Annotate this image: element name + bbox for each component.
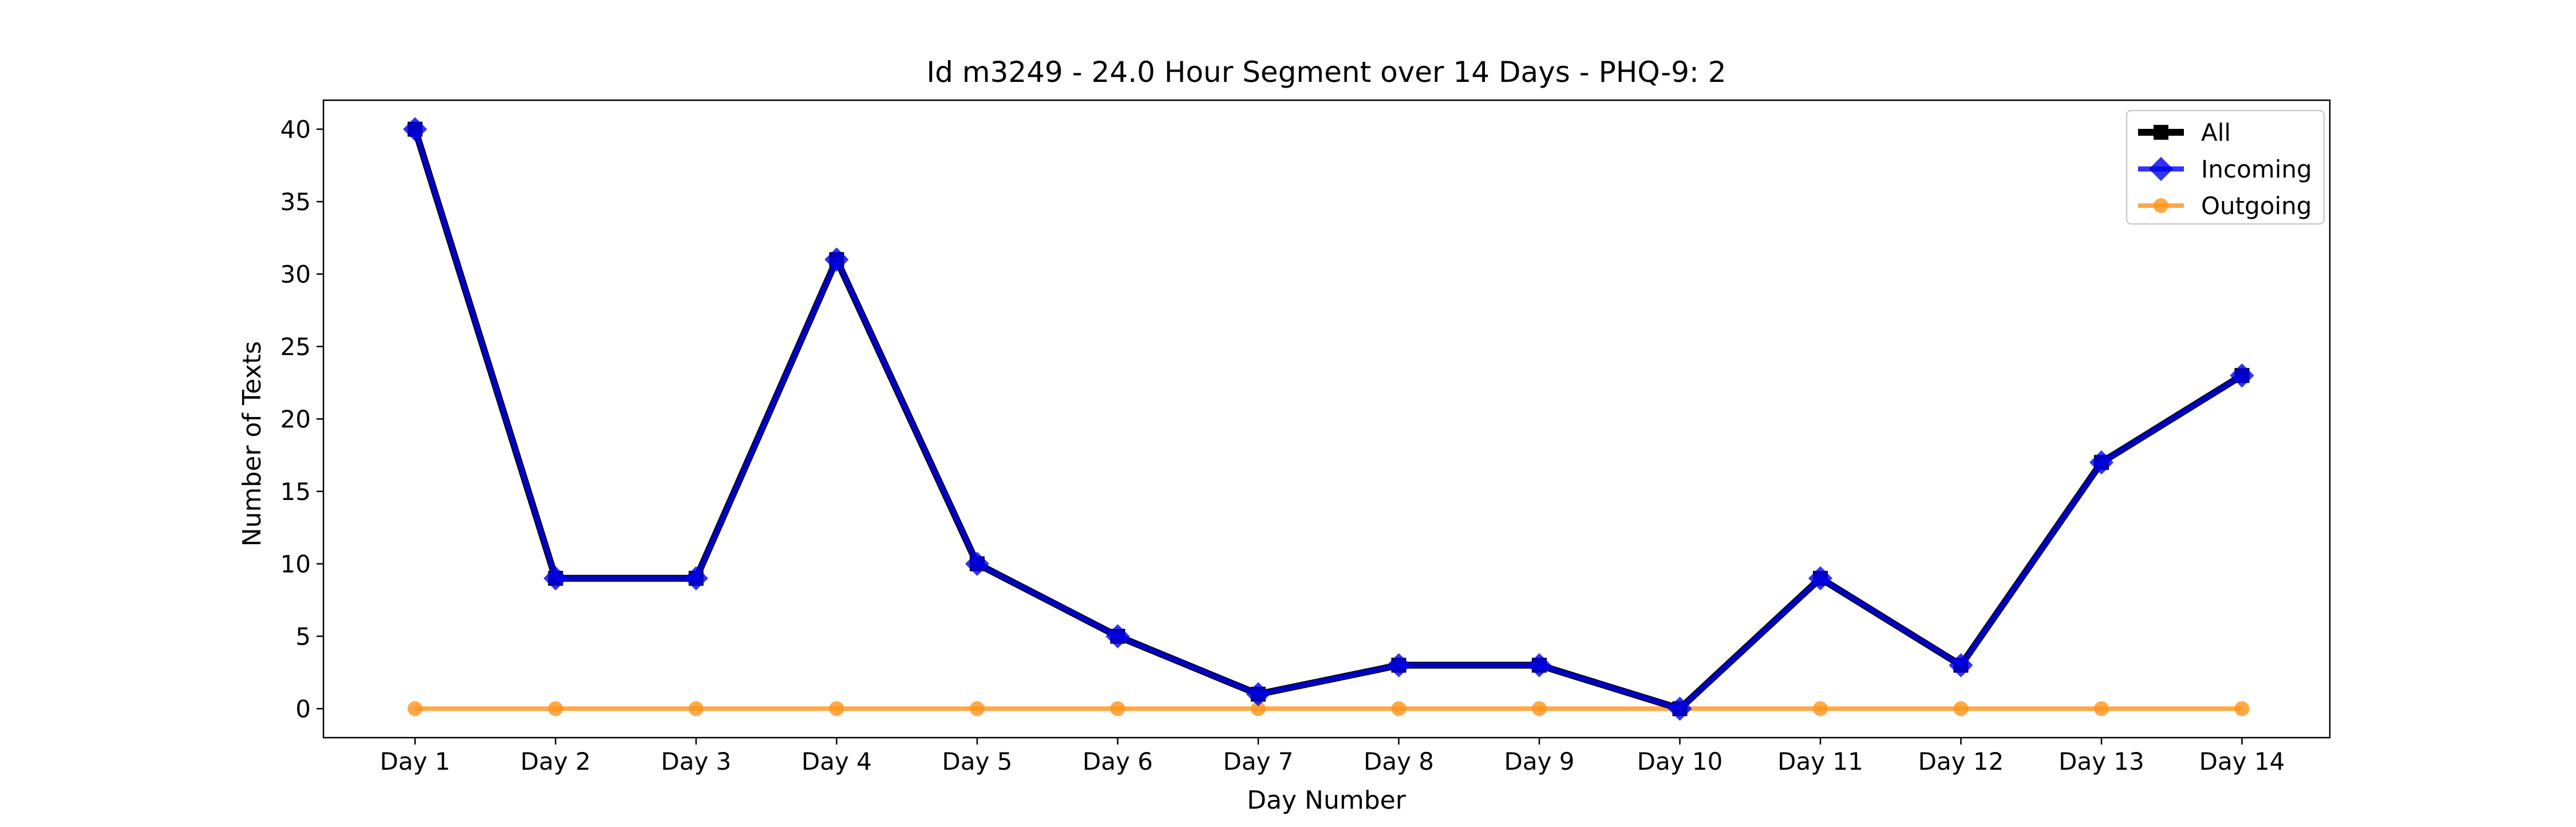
data-point-incoming xyxy=(1527,653,1552,678)
y-tick-label: 5 xyxy=(295,623,311,651)
x-tick-label: Day 6 xyxy=(1082,747,1153,775)
y-tick-label: 35 xyxy=(280,188,311,216)
chart-title: Id m3249 - 24.0 Hour Segment over 14 Day… xyxy=(926,56,1726,89)
series-layer xyxy=(402,117,2254,721)
data-point-outgoing xyxy=(1391,701,1406,716)
y-tick-label: 40 xyxy=(280,116,311,144)
data-point-incoming xyxy=(824,247,849,272)
x-tick-label: Day 8 xyxy=(1364,747,1434,775)
x-tick-label: Day 1 xyxy=(380,747,450,775)
data-point-outgoing xyxy=(829,701,844,716)
x-tick-label: Day 2 xyxy=(520,747,591,775)
y-tick-label: 0 xyxy=(295,695,311,723)
data-point-incoming xyxy=(2230,363,2254,388)
x-tick-label: Day 11 xyxy=(1777,747,1863,775)
data-point-incoming xyxy=(402,117,428,141)
x-tick-label: Day 12 xyxy=(1918,747,2004,775)
data-point-incoming xyxy=(1949,653,1973,678)
data-point-incoming xyxy=(1246,682,1271,707)
axes: 0 5 10 15 20 25 30 35 40 Day 1 Day 2 Day 3 Day 4 Day … xyxy=(280,99,2331,775)
legend-box xyxy=(2125,109,2325,225)
x-tick-label: Day 13 xyxy=(2059,747,2144,775)
legend: All Incoming Outgoing xyxy=(2125,109,2325,225)
x-tick-label: Day 7 xyxy=(1223,747,1293,775)
data-point-incoming xyxy=(1386,653,1411,678)
y-tick-label: 10 xyxy=(280,550,311,578)
data-point-incoming xyxy=(1808,566,1833,590)
legend-marker-all xyxy=(2154,125,2168,140)
data-point-outgoing xyxy=(2234,701,2250,716)
y-axis-label: Number of Texts xyxy=(238,341,267,546)
data-point-incoming xyxy=(965,552,990,576)
data-point-incoming xyxy=(543,566,568,590)
legend-label-all: All xyxy=(2201,119,2231,147)
x-tick-label: Day 5 xyxy=(942,747,1012,775)
x-tick-label: Day 4 xyxy=(801,747,872,775)
data-point-outgoing xyxy=(689,701,704,716)
data-point-outgoing xyxy=(1110,701,1125,716)
y-tick-label: 25 xyxy=(280,333,311,361)
data-point-incoming xyxy=(1668,696,1692,721)
series-line-incoming xyxy=(412,128,2243,711)
data-point-incoming xyxy=(2089,450,2114,475)
data-point-outgoing xyxy=(1532,701,1547,716)
legend-marker-outgoing xyxy=(2154,198,2168,213)
x-tick-label: Day 14 xyxy=(2199,747,2285,775)
y-tick-label: 20 xyxy=(280,405,311,434)
x-tick-label: Day 3 xyxy=(661,747,731,775)
legend-label-incoming: Incoming xyxy=(2201,155,2312,183)
data-point-outgoing xyxy=(548,701,563,716)
data-point-outgoing xyxy=(1251,701,1266,716)
x-axis-label: Day Number xyxy=(1247,786,1406,815)
legend-marker-incoming xyxy=(2148,156,2174,182)
data-point-outgoing xyxy=(1953,701,1969,716)
data-point-outgoing xyxy=(2094,701,2109,716)
data-point-outgoing xyxy=(408,701,422,716)
data-point-outgoing xyxy=(1813,701,1828,716)
y-tick-label: 15 xyxy=(280,478,311,506)
legend-label-outgoing: Outgoing xyxy=(2201,192,2312,220)
data-point-incoming xyxy=(683,566,709,590)
data-point-outgoing xyxy=(970,701,985,716)
y-tick-label: 30 xyxy=(280,261,311,289)
x-tick-label: Day 9 xyxy=(1504,747,1574,775)
data-point-incoming xyxy=(1105,624,1130,649)
x-tick-label: Day 10 xyxy=(1637,747,1723,775)
